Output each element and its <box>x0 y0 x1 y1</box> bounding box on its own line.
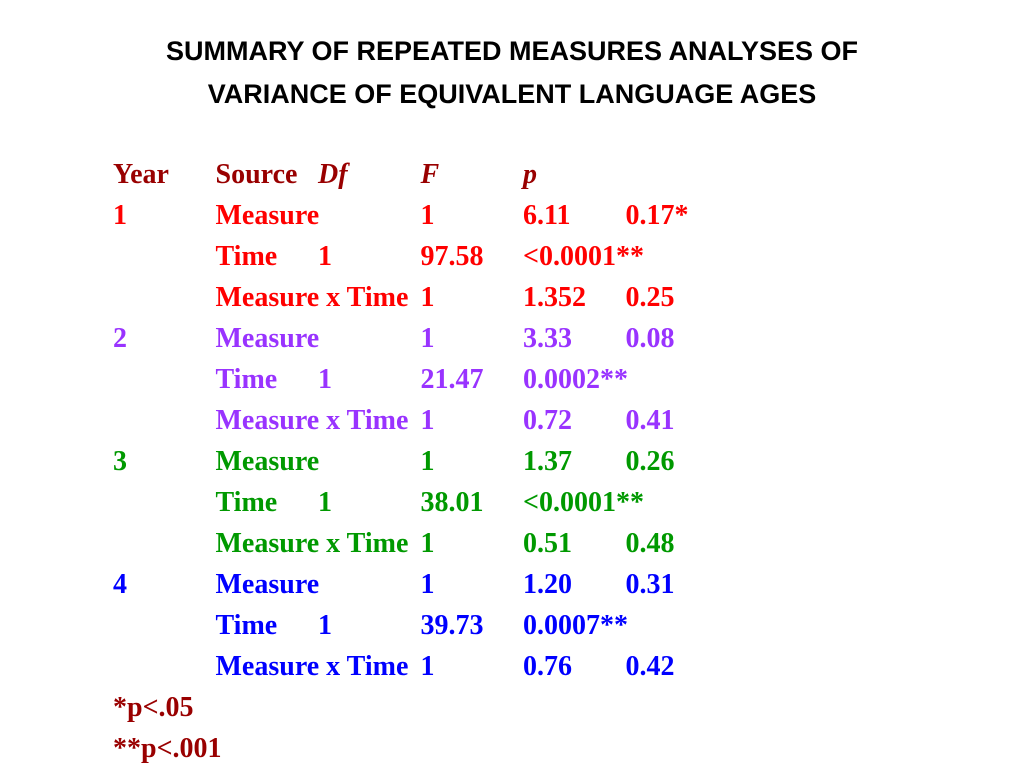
table-cell: 0.08 <box>626 323 675 354</box>
year-cell: 3 <box>113 446 127 477</box>
table-cell: Measure <box>216 446 320 477</box>
table-cell: 0.31 <box>626 569 675 600</box>
table-cell: Measure x Time <box>216 405 409 436</box>
table-cell: 21.47 <box>421 364 484 395</box>
table-cell: p <box>521 159 537 190</box>
table-cell: Measure x Time <box>216 651 409 682</box>
table-cell: Measure x Time <box>216 282 409 313</box>
table-cell: 0.41 <box>626 405 675 436</box>
table-cell: 1 <box>421 528 435 559</box>
table-cell: 1 <box>318 487 332 518</box>
table-cell: Time <box>216 610 278 641</box>
table-cell: 1.352 <box>523 282 586 313</box>
table-cell: 0.76 <box>523 651 572 682</box>
table-cell: 0.0002** <box>523 364 628 395</box>
table-cell: Measure <box>216 323 320 354</box>
table-cell: Time <box>216 364 278 395</box>
table-cell: 1 <box>421 323 435 354</box>
table-cell: 6.11 <box>523 200 570 231</box>
table-cell: 0.51 <box>523 528 572 559</box>
table-cell: 1 <box>318 364 332 395</box>
year-cell: 4 <box>113 569 127 600</box>
table-cell: 1.20 <box>523 569 572 600</box>
table-cell: Df <box>317 159 350 190</box>
table-cell: Time <box>216 241 278 272</box>
table-cell: Measure x Time <box>216 528 409 559</box>
table-cell: 1 <box>421 651 435 682</box>
table-cell: 0.48 <box>626 528 675 559</box>
table-cell: Year <box>113 159 169 190</box>
table-cell: 1.37 <box>523 446 572 477</box>
table-cell: <0.0001** <box>523 487 644 518</box>
table-cell: 39.73 <box>421 610 484 641</box>
table-cell: *p<.05 <box>113 692 194 723</box>
table-cell: Source <box>216 159 298 190</box>
year-cell: 2 <box>113 323 127 354</box>
title-line: VARIANCE OF EQUIVALENT LANGUAGE AGES <box>208 79 817 109</box>
table-cell: Measure <box>216 200 320 231</box>
table-cell: 1 <box>421 569 435 600</box>
table-cell: 0.42 <box>626 651 675 682</box>
table-cell: 1 <box>421 200 435 231</box>
table-cell: 0.25 <box>626 282 675 313</box>
table-cell: F <box>420 159 440 190</box>
table-cell: 3.33 <box>523 323 572 354</box>
table-cell: 1 <box>421 405 435 436</box>
table-cell: 38.01 <box>421 487 484 518</box>
table-cell: **p<.001 <box>113 733 222 764</box>
table-cell: 1 <box>421 282 435 313</box>
table-cell: Measure <box>216 569 320 600</box>
table-cell: 1 <box>421 446 435 477</box>
table-cell: 0.17* <box>626 200 689 231</box>
table-cell: 0.26 <box>626 446 675 477</box>
table-cell: 0.0007** <box>523 610 628 641</box>
table-cell: 1 <box>318 241 332 272</box>
table-cell: <0.0001** <box>523 241 644 272</box>
table-cell: 1 <box>318 610 332 641</box>
table-cell: 97.58 <box>421 241 484 272</box>
title-line: SUMMARY OF REPEATED MEASURES ANALYSES OF <box>166 36 858 66</box>
year-cell: 1 <box>113 200 127 231</box>
table-cell: Time <box>216 487 278 518</box>
table-cell: 0.72 <box>523 405 572 436</box>
